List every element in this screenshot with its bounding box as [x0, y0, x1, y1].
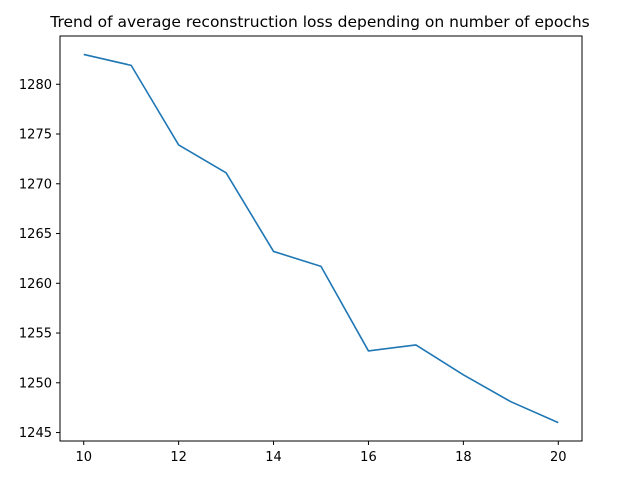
- x-tick-label: 14: [265, 450, 282, 465]
- y-tick-label: 1265: [19, 227, 52, 242]
- series-line: [83, 53, 559, 424]
- y-tick-label: 1250: [19, 376, 52, 391]
- y-tick-label: 1280: [19, 78, 52, 93]
- x-tick-label: 10: [75, 450, 92, 465]
- y-tick-label: 1255: [19, 327, 52, 342]
- plot-area-frame: [59, 35, 583, 442]
- x-tick-label: 16: [360, 450, 377, 465]
- y-tick-label: 1260: [19, 277, 52, 292]
- series-layer: [83, 53, 559, 424]
- y-axis-ticks: 1245 1250 1255 1260 1265 1270 1275 1280: [19, 78, 60, 441]
- y-tick-label: 1275: [19, 128, 52, 143]
- x-tick-label: 12: [170, 450, 187, 465]
- y-tick-label: 1270: [19, 177, 52, 192]
- x-tick-label: 18: [455, 450, 472, 465]
- y-tick-label: 1245: [19, 426, 52, 441]
- chart-title: Trend of average reconstruction loss dep…: [49, 13, 589, 31]
- x-tick-label: 20: [550, 450, 567, 465]
- x-axis-ticks: 10 12 14 16 18 20: [75, 441, 567, 465]
